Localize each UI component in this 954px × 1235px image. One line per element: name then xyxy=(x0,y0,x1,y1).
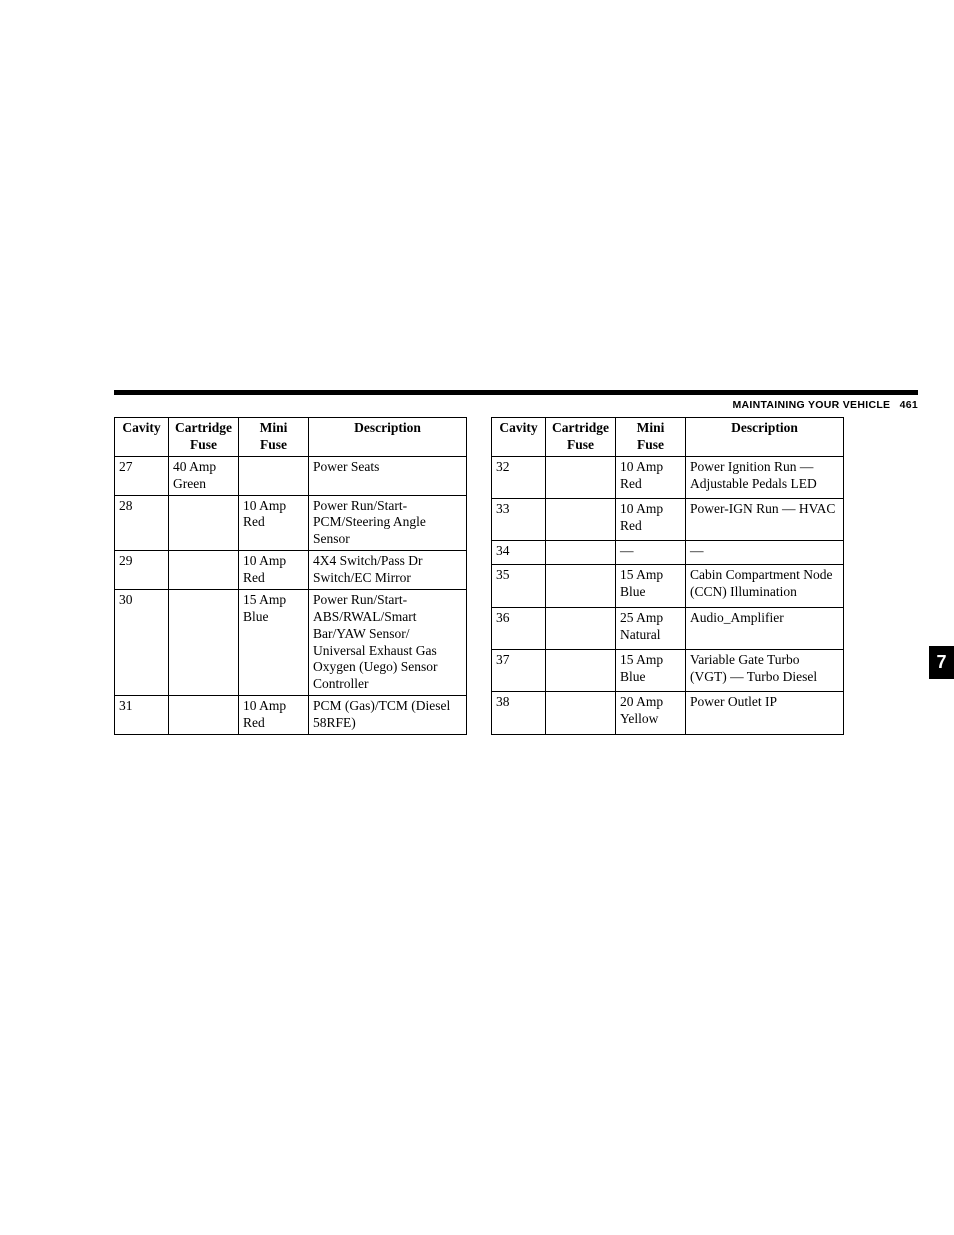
cell-mini: 10 Amp Red xyxy=(616,499,686,541)
cell-cartridge xyxy=(169,551,239,590)
cell-cavity: 28 xyxy=(115,495,169,551)
table-row: 37 15 Amp BlueVariable Gate Turbo (VGT) —… xyxy=(492,650,844,692)
cell-mini xyxy=(239,456,309,495)
cell-cavity: 38 xyxy=(492,692,546,734)
cell-cartridge xyxy=(169,589,239,695)
fuse-table-right: Cavity Cartridge Fuse Mini Fuse Descript… xyxy=(491,417,844,735)
cell-cavity: 36 xyxy=(492,607,546,649)
cell-cartridge: 40 Amp Green xyxy=(169,456,239,495)
cell-cavity: 37 xyxy=(492,650,546,692)
cell-cavity: 29 xyxy=(115,551,169,590)
cell-description: Power Outlet IP xyxy=(686,692,844,734)
fuse-tables-container: Cavity Cartridge Fuse Mini Fuse Descript… xyxy=(114,417,844,735)
table-header-row: Cavity Cartridge Fuse Mini Fuse Descript… xyxy=(115,418,467,457)
header-cavity: Cavity xyxy=(492,418,546,457)
page-header: MAINTAINING YOUR VEHICLE 461 xyxy=(732,399,918,411)
cell-description: PCM (Gas)/TCM (Diesel 58RFE) xyxy=(309,696,467,735)
header-cavity: Cavity xyxy=(115,418,169,457)
table-row: 31 10 Amp RedPCM (Gas)/TCM (Diesel 58RFE) xyxy=(115,696,467,735)
cell-mini: 25 Amp Natural xyxy=(616,607,686,649)
header-bar xyxy=(114,390,918,395)
table-row: 38 20 Amp YellowPower Outlet IP xyxy=(492,692,844,734)
cell-description: Cabin Compartment Node (CCN) Illuminatio… xyxy=(686,565,844,607)
section-title: MAINTAINING YOUR VEHICLE xyxy=(732,399,890,411)
cell-mini: — xyxy=(616,541,686,565)
header-cartridge: Cartridge Fuse xyxy=(169,418,239,457)
table-row: 33 10 Amp RedPower-IGN Run — HVAC xyxy=(492,499,844,541)
header-description: Description xyxy=(309,418,467,457)
cell-mini: 10 Amp Red xyxy=(239,551,309,590)
header-mini: Mini Fuse xyxy=(616,418,686,457)
cell-cartridge xyxy=(546,541,616,565)
cell-mini: 20 Amp Yellow xyxy=(616,692,686,734)
cell-description: Variable Gate Turbo (VGT) — Turbo Diesel xyxy=(686,650,844,692)
cell-mini: 15 Amp Blue xyxy=(616,565,686,607)
cell-cartridge xyxy=(546,456,616,498)
header-cartridge: Cartridge Fuse xyxy=(546,418,616,457)
cell-cartridge xyxy=(169,696,239,735)
cell-mini: 15 Amp Blue xyxy=(239,589,309,695)
cell-description: Power Run/Start-PCM/Steering Angle Senso… xyxy=(309,495,467,551)
cell-cavity: 32 xyxy=(492,456,546,498)
table-row: 2740 Amp Green Power Seats xyxy=(115,456,467,495)
header-mini: Mini Fuse xyxy=(239,418,309,457)
cell-cavity: 33 xyxy=(492,499,546,541)
cell-description: Audio_Amplifier xyxy=(686,607,844,649)
cell-mini: 10 Amp Red xyxy=(616,456,686,498)
table-row: 32 10 Amp RedPower Ignition Run — Adjusta… xyxy=(492,456,844,498)
cell-cavity: 31 xyxy=(115,696,169,735)
fuse-table-left: Cavity Cartridge Fuse Mini Fuse Descript… xyxy=(114,417,467,735)
table-header-row: Cavity Cartridge Fuse Mini Fuse Descript… xyxy=(492,418,844,457)
cell-cartridge xyxy=(546,650,616,692)
table-row: 28 10 Amp RedPower Run/Start-PCM/Steering… xyxy=(115,495,467,551)
cell-cartridge xyxy=(546,565,616,607)
cell-cartridge xyxy=(546,499,616,541)
cell-description: — xyxy=(686,541,844,565)
cell-cavity: 27 xyxy=(115,456,169,495)
header-description: Description xyxy=(686,418,844,457)
table-row: 34 —— xyxy=(492,541,844,565)
table-row: 35 15 Amp BlueCabin Compartment Node (CCN… xyxy=(492,565,844,607)
cell-mini: 10 Amp Red xyxy=(239,696,309,735)
cell-description: Power Run/Start-ABS/RWAL/Smart Bar/YAW S… xyxy=(309,589,467,695)
cell-cartridge xyxy=(546,607,616,649)
table-row: 29 10 Amp Red4X4 Switch/Pass Dr Switch/EC… xyxy=(115,551,467,590)
chapter-tab: 7 xyxy=(929,646,954,679)
cell-description: Power-IGN Run — HVAC xyxy=(686,499,844,541)
table-row: 36 25 Amp NaturalAudio_Amplifier xyxy=(492,607,844,649)
cell-cartridge xyxy=(169,495,239,551)
cell-cavity: 34 xyxy=(492,541,546,565)
table-row: 30 15 Amp BluePower Run/Start-ABS/RWAL/Sm… xyxy=(115,589,467,695)
cell-description: Power Ignition Run — Adjustable Pedals L… xyxy=(686,456,844,498)
cell-mini: 15 Amp Blue xyxy=(616,650,686,692)
cell-description: 4X4 Switch/Pass Dr Switch/EC Mirror xyxy=(309,551,467,590)
page-number: 461 xyxy=(900,399,918,411)
cell-description: Power Seats xyxy=(309,456,467,495)
cell-mini: 10 Amp Red xyxy=(239,495,309,551)
cell-cartridge xyxy=(546,692,616,734)
cell-cavity: 35 xyxy=(492,565,546,607)
cell-cavity: 30 xyxy=(115,589,169,695)
